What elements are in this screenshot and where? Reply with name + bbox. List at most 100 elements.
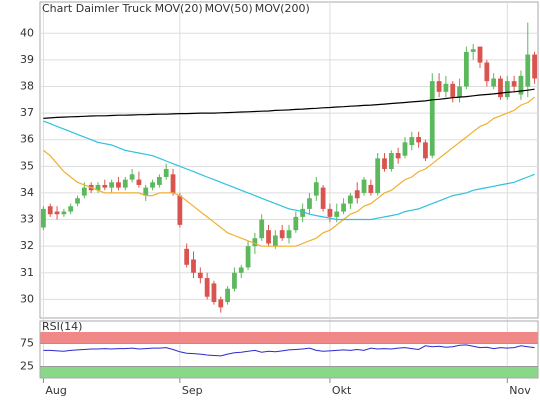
candle-body bbox=[457, 86, 462, 98]
y-tick-label: 35 bbox=[20, 159, 34, 172]
candle-body bbox=[416, 137, 422, 143]
candle-body bbox=[184, 248, 190, 265]
y-tick-label: 37 bbox=[20, 106, 34, 119]
candle-body bbox=[272, 235, 278, 247]
candle-body bbox=[429, 81, 435, 156]
candle-body bbox=[293, 216, 299, 231]
candle-body bbox=[225, 288, 230, 303]
x-tick-label: Sep bbox=[182, 384, 203, 397]
y-tick-label: 40 bbox=[20, 26, 34, 39]
candle-body bbox=[197, 272, 203, 279]
candle-body bbox=[463, 51, 469, 87]
candle-body bbox=[136, 179, 142, 185]
candle-body bbox=[327, 208, 333, 217]
candle-body bbox=[238, 267, 244, 273]
y-tick-label: 39 bbox=[20, 53, 34, 66]
candle-body bbox=[204, 278, 210, 297]
candle-body bbox=[156, 176, 162, 185]
candle-body bbox=[170, 174, 176, 193]
candle-body bbox=[477, 46, 483, 63]
oversold-band bbox=[40, 366, 538, 378]
candle-body bbox=[395, 153, 401, 159]
candle-body bbox=[266, 230, 271, 244]
candle-body bbox=[334, 211, 340, 217]
rsi-frame bbox=[39, 320, 539, 379]
y-tick-label: 25 bbox=[20, 360, 34, 373]
candle-body bbox=[54, 211, 60, 215]
legend-entry: MOV(50) bbox=[205, 2, 253, 15]
candle-body bbox=[375, 158, 381, 193]
candle-body bbox=[313, 182, 319, 196]
legend-entry: MOV(200) bbox=[255, 2, 310, 15]
candle-body bbox=[348, 195, 353, 204]
candle-body bbox=[122, 179, 128, 188]
y-tick-label: 30 bbox=[20, 292, 34, 305]
ma-line bbox=[43, 120, 535, 221]
candle-body bbox=[409, 137, 415, 146]
candle-body bbox=[245, 246, 251, 268]
candle-body bbox=[252, 238, 258, 247]
candle-body bbox=[41, 208, 46, 228]
candle-body bbox=[81, 187, 87, 196]
candle-body bbox=[286, 230, 292, 239]
candle-body bbox=[129, 174, 135, 180]
legend-entry: MOV(20) bbox=[155, 2, 203, 15]
y-tick-label: 36 bbox=[20, 133, 34, 146]
x-tick-label: Nov bbox=[509, 384, 531, 397]
candle-body bbox=[382, 158, 387, 169]
candle-body bbox=[232, 272, 237, 289]
y-tick-label: 33 bbox=[20, 213, 34, 226]
candle-body bbox=[218, 299, 224, 308]
y-tick-label: 75 bbox=[20, 337, 34, 350]
candle-body bbox=[443, 83, 449, 92]
candle-body bbox=[320, 187, 326, 209]
candle-body bbox=[109, 182, 115, 188]
candle-body bbox=[143, 187, 149, 196]
candle-body bbox=[511, 81, 517, 87]
chart-title: Chart Daimler Truck bbox=[42, 2, 152, 15]
candle-body bbox=[525, 54, 531, 87]
y-tick-label: 38 bbox=[20, 79, 34, 92]
candle-body bbox=[491, 78, 497, 87]
candle-body bbox=[259, 219, 265, 239]
candle-body bbox=[177, 195, 183, 225]
candle-body bbox=[150, 182, 155, 188]
candle-body bbox=[361, 179, 367, 193]
candle-body bbox=[436, 81, 442, 92]
x-tick-label: Aug bbox=[45, 384, 66, 397]
rsi-line bbox=[43, 344, 535, 357]
candle-body bbox=[532, 54, 537, 79]
rsi-title: RSI(14) bbox=[42, 320, 82, 333]
candle-body bbox=[307, 198, 312, 209]
candle-body bbox=[341, 203, 346, 212]
candle-body bbox=[102, 184, 108, 188]
candle-body bbox=[191, 259, 196, 273]
candle-body bbox=[368, 184, 374, 193]
candle-body bbox=[423, 142, 428, 159]
ma-line bbox=[43, 88, 535, 119]
candle-body bbox=[450, 83, 456, 98]
y-tick-label: 31 bbox=[20, 266, 34, 279]
candle-body bbox=[163, 168, 169, 177]
candle-body bbox=[388, 153, 394, 169]
plot-frame bbox=[39, 1, 539, 319]
candle-body bbox=[402, 142, 408, 156]
candle-body bbox=[498, 78, 503, 98]
candle-body bbox=[504, 81, 510, 98]
candle-body bbox=[300, 208, 306, 217]
candle-body bbox=[354, 190, 360, 199]
candle-body bbox=[75, 198, 80, 204]
candle-body bbox=[95, 184, 101, 191]
candle-body bbox=[68, 206, 74, 212]
candle-body bbox=[484, 62, 490, 82]
candle-body bbox=[61, 211, 67, 215]
candle-body bbox=[47, 206, 53, 215]
x-tick-label: Okt bbox=[332, 384, 352, 397]
ma-line bbox=[43, 96, 535, 247]
overbought-band bbox=[40, 332, 538, 344]
candle-body bbox=[518, 75, 524, 95]
candle-body bbox=[279, 230, 285, 239]
candle-body bbox=[470, 49, 476, 52]
y-tick-label: 32 bbox=[20, 239, 34, 252]
